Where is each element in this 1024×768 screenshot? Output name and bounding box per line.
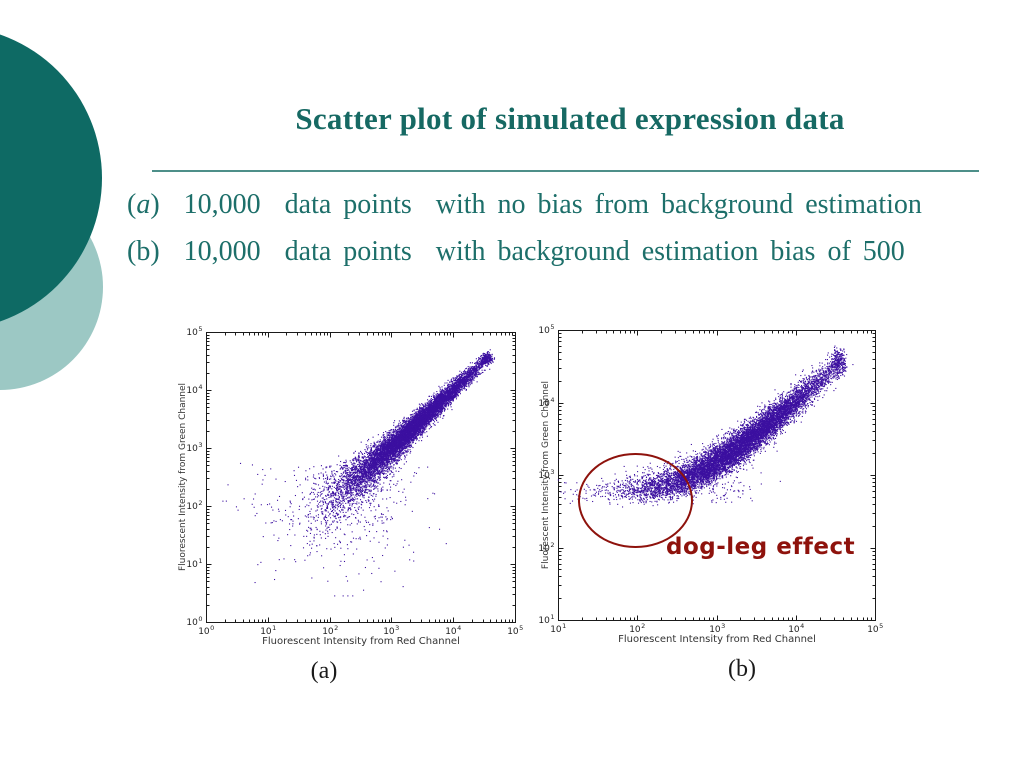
description-b-text: 10,000 data points with background estim… [159, 236, 905, 267]
description-line-a: (a) 10,000 data points with no bias from… [127, 189, 922, 221]
plot-b-ylabel: Fluorescent Intensity from Green Channel [541, 380, 551, 570]
plot-b-caption: (b) [728, 656, 756, 682]
marker-b: (b) [127, 236, 160, 267]
plot-a-caption: (a) [310, 658, 338, 684]
plot-a-ylabel: Fluorescent Intensity from Green Channel [178, 382, 188, 572]
scatter-plot-a-canvas [158, 314, 550, 646]
dogleg-annotation-label: dog-leg effect [666, 534, 856, 560]
plot-b-xlabel: Fluorescent Intensity from Red Channel [618, 634, 816, 645]
marker-a: (a) [127, 189, 160, 220]
dogleg-annotation-ellipse [577, 452, 693, 548]
page-title: Scatter plot of simulated expression dat… [295, 101, 845, 136]
title-underline [152, 170, 979, 172]
scatter-plot-b: dog-leg effect Fluorescent Intensity fro… [528, 312, 928, 692]
scatter-plot-a: Fluorescent Intensity from Green Channel… [158, 314, 558, 694]
description-a-text: 10,000 data points with no bias from bac… [159, 189, 922, 220]
plot-a-xlabel: Fluorescent Intensity from Red Channel [262, 636, 460, 647]
description-line-b: (b) 10,000 data points with background e… [127, 236, 905, 268]
